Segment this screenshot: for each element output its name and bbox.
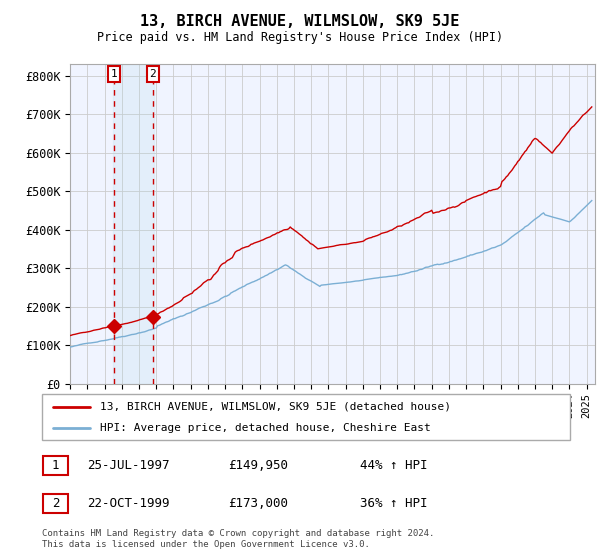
Text: 36% ↑ HPI: 36% ↑ HPI [360,497,427,510]
Text: Contains HM Land Registry data © Crown copyright and database right 2024.
This d: Contains HM Land Registry data © Crown c… [42,529,434,549]
Text: 25-JUL-1997: 25-JUL-1997 [87,459,170,472]
Text: 2: 2 [149,69,157,79]
Text: 1: 1 [111,69,118,79]
Text: 2: 2 [52,497,59,510]
Text: 44% ↑ HPI: 44% ↑ HPI [360,459,427,472]
Bar [113,64,154,384]
Text: £149,950: £149,950 [228,459,288,472]
Text: Price paid vs. HM Land Registry's House Price Index (HPI): Price paid vs. HM Land Registry's House … [97,31,503,44]
Text: £173,000: £173,000 [228,497,288,510]
Text: 13, BIRCH AVENUE, WILMSLOW, SK9 5JE (detached house): 13, BIRCH AVENUE, WILMSLOW, SK9 5JE (det… [100,402,451,412]
Text: 1: 1 [52,459,59,472]
Text: HPI: Average price, detached house, Cheshire East: HPI: Average price, detached house, Ches… [100,423,431,433]
Text: 13, BIRCH AVENUE, WILMSLOW, SK9 5JE: 13, BIRCH AVENUE, WILMSLOW, SK9 5JE [140,14,460,29]
Text: 22-OCT-1999: 22-OCT-1999 [87,497,170,510]
